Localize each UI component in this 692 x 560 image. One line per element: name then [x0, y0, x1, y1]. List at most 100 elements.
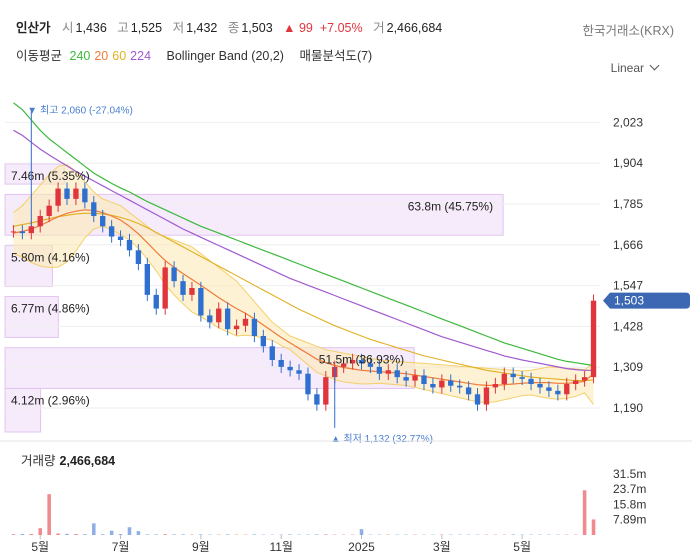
- volume-bar: [100, 534, 105, 535]
- candle-body: [46, 205, 52, 216]
- ma-period-240: 240: [69, 49, 91, 63]
- candle-body: [198, 288, 204, 316]
- candle-body: [180, 281, 186, 295]
- ma-period-224: 224: [130, 49, 152, 63]
- candle-body: [117, 236, 124, 240]
- high-label: 고: [117, 21, 129, 35]
- candle-body: [519, 377, 525, 379]
- current-price-tag: [603, 292, 690, 309]
- volume-bar: [91, 523, 96, 535]
- candle-body: [358, 360, 365, 364]
- close-value: 1,503: [241, 21, 273, 35]
- candle-body: [537, 384, 543, 388]
- candle-body: [153, 294, 159, 309]
- volume-profile-label: 5.80m (4.16%): [11, 250, 90, 264]
- volume-bar: [29, 534, 34, 535]
- candle-body: [573, 380, 579, 384]
- low-annotation: ▲ 최저 1,132 (32.77%): [331, 433, 433, 445]
- volume-tick-label: 7.89m: [613, 513, 646, 527]
- candle-body: [349, 360, 356, 364]
- candle-body: [269, 346, 275, 360]
- volume-bar: [591, 519, 596, 535]
- change-percent: +7.05%: [319, 21, 363, 35]
- candle-body: [581, 377, 588, 381]
- candle-body: [207, 315, 213, 323]
- candle-body: [564, 384, 570, 395]
- candle-body: [144, 264, 151, 295]
- volume-profile-label: 7.46m (5.35%): [11, 169, 90, 183]
- open-label: 시: [62, 21, 74, 35]
- candle-body: [278, 360, 284, 367]
- stock-name: 인산가: [16, 21, 51, 35]
- ma-period-20: 20: [94, 49, 109, 63]
- volume-bar: [511, 534, 516, 535]
- candle-body: [376, 366, 383, 374]
- price-tick-label: 1,666: [613, 238, 643, 252]
- candle-body: [260, 336, 267, 347]
- volume-bar: [359, 529, 364, 535]
- candle-body: [367, 363, 374, 367]
- volume-bar: [252, 534, 257, 535]
- time-tick-label: 3월: [433, 540, 451, 554]
- volume-title-value: 2,466,684: [59, 454, 116, 468]
- volume-title-label: 거래량: [21, 454, 56, 468]
- low-label: 저: [172, 21, 185, 35]
- high-value: 1,525: [130, 21, 163, 35]
- candle-body: [100, 216, 106, 227]
- volume-tick-label: 23.7m: [613, 482, 646, 496]
- candle-body: [108, 226, 115, 237]
- candle-body: [287, 366, 293, 371]
- ma-periods: 240 20 60 224: [70, 49, 156, 63]
- current-price-label: 1,503: [614, 294, 644, 308]
- candle-body: [421, 375, 427, 384]
- ma-period-60: 60: [112, 49, 127, 63]
- volume-profile-label: 63.8m (45.75%): [408, 199, 493, 213]
- quote-header: 인산가 시 1,436 고 1,525 저 1,432 종 1,503 ▲ 99 +7.0…: [0, 0, 692, 75]
- candle-body: [492, 384, 499, 388]
- volume-panel-title: 거래량 2,466,684: [21, 450, 115, 469]
- price-tick-label: 1,785: [613, 197, 643, 211]
- scale-selector[interactable]: Linear: [610, 60, 660, 75]
- grid-layer: [5, 121, 600, 409]
- candle-body: [91, 202, 97, 216]
- low-value: 1,432: [186, 21, 218, 35]
- volume-bar: [324, 534, 328, 535]
- volume-bar: [65, 533, 69, 535]
- volume-bar: [38, 528, 43, 535]
- time-axis: 5월 7월 9월 11월 2025 3월 5월: [31, 535, 531, 554]
- price-tick-label: 2,023: [613, 115, 643, 129]
- candle-body: [323, 377, 329, 405]
- price-tick-label: 1,547: [613, 279, 643, 293]
- candle-body: [19, 231, 26, 234]
- candle-body: [412, 375, 418, 381]
- candle-body: [10, 231, 17, 233]
- candle-body: [55, 188, 61, 206]
- volume-bar: [136, 531, 141, 535]
- volume-bar: [163, 534, 167, 535]
- volume-profile-box: [4, 387, 42, 433]
- volume-profile-label: 6.77m (4.86%): [11, 302, 90, 316]
- bollinger-label: Bollinger Band (20,2): [166, 49, 284, 63]
- scale-label: Linear: [610, 61, 644, 75]
- candle-body: [546, 387, 552, 391]
- candle-body: [224, 308, 231, 330]
- indicator-legend[interactable]: 이동평균 240 20 60 224 Bollinger Band (20,2) 매물…: [16, 45, 376, 64]
- time-tick-label: 9월: [192, 540, 210, 554]
- candle-body: [216, 308, 222, 323]
- candle-body: [126, 240, 133, 251]
- candle-body: [64, 188, 70, 199]
- candle-body: [448, 380, 454, 386]
- candle-body: [430, 384, 436, 388]
- candle-body: [82, 188, 88, 203]
- candle-body: [242, 318, 249, 326]
- time-tick-label: 7월: [112, 540, 130, 554]
- candle-body: [340, 363, 347, 367]
- volume-bar: [582, 490, 587, 535]
- volume-profile-label: 51.5m (36.93%): [319, 353, 404, 367]
- volume-bar: [74, 534, 78, 535]
- volume-bar: [154, 534, 159, 535]
- volume-bar: [199, 534, 203, 535]
- price-tick-label: 1,309: [613, 360, 643, 374]
